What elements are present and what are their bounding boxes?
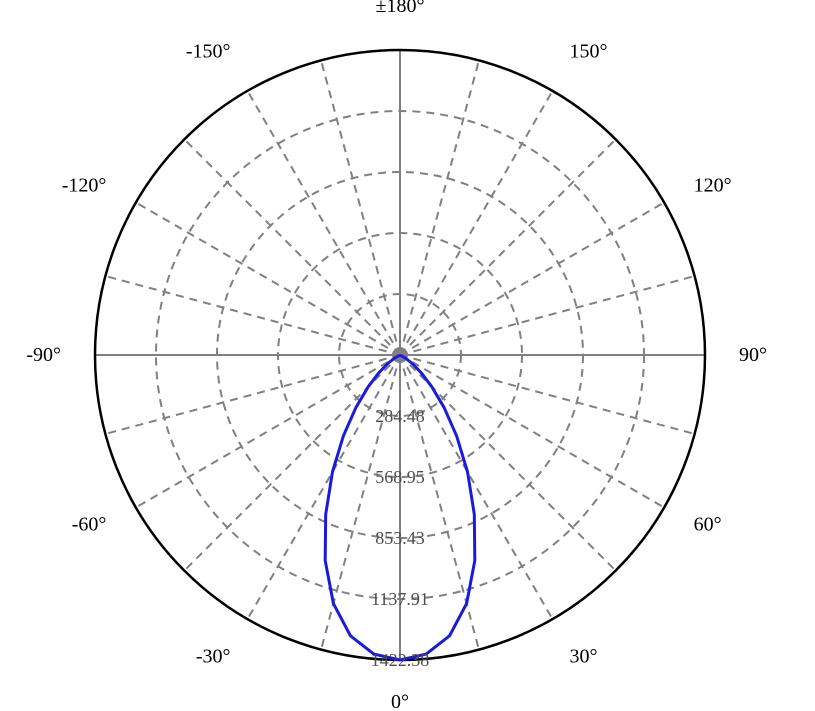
angle-label: -60° — [72, 514, 107, 536]
radial-tick-label: 284.48 — [375, 406, 425, 426]
angle-label: 0° — [391, 691, 409, 711]
polar-chart: 284.48 568.95 853.43 1137.91 1422.38 0° 30° 60°… — [0, 0, 815, 711]
angle-label: -90° — [26, 344, 61, 366]
angle-label: -120° — [62, 175, 107, 197]
radial-tick-label: 568.95 — [375, 467, 425, 487]
angle-label: 30° — [570, 646, 598, 668]
angle-label: -150° — [186, 40, 231, 62]
angle-label: 150° — [570, 40, 608, 62]
radial-tick-label: 1422.38 — [371, 650, 430, 670]
angle-label: -30° — [196, 646, 231, 668]
radial-tick-label: 1137.91 — [371, 589, 429, 609]
angle-label: 60° — [694, 514, 722, 536]
angle-label: ±180° — [376, 0, 425, 17]
radial-tick-label: 853.43 — [375, 528, 425, 548]
angle-label: 120° — [694, 175, 732, 197]
angle-label: 90° — [739, 344, 767, 366]
